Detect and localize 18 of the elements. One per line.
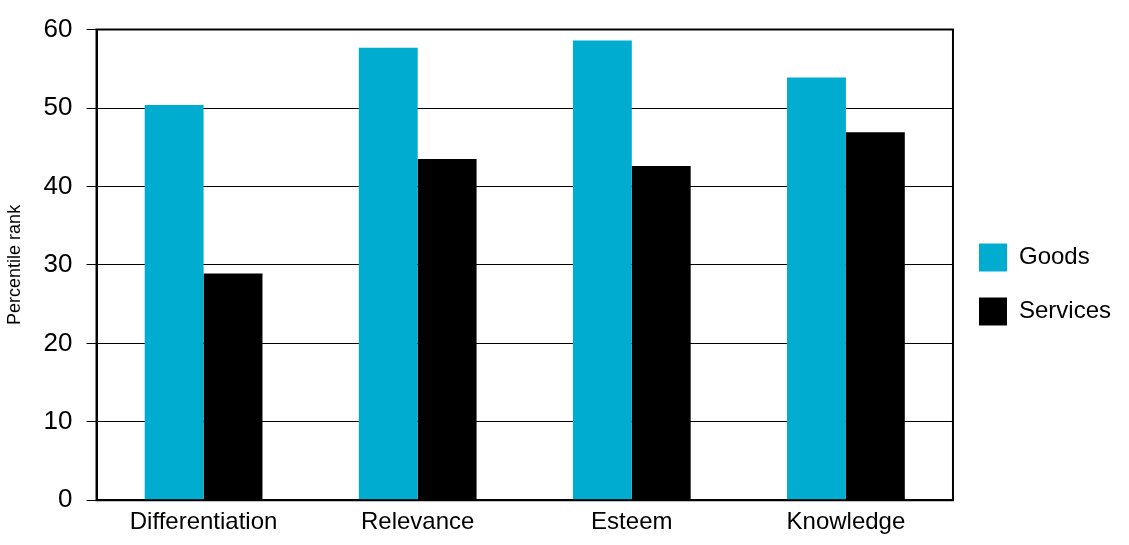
y-tick-label: 40 bbox=[43, 169, 73, 200]
y-tick-label: 60 bbox=[43, 12, 73, 43]
bar bbox=[572, 40, 632, 500]
y-tick-label: 30 bbox=[43, 248, 73, 279]
x-tick-label: Differentiation bbox=[129, 507, 278, 535]
x-tick-label: Relevance bbox=[360, 507, 475, 535]
bar bbox=[144, 104, 204, 500]
y-tick-label: 20 bbox=[43, 326, 73, 357]
y-tick-label: 50 bbox=[43, 91, 73, 122]
y-tick-label: 0 bbox=[58, 483, 73, 514]
y-axis-title: Percentile rank bbox=[3, 203, 24, 325]
x-tick-label: Knowledge bbox=[786, 507, 906, 535]
bar bbox=[787, 77, 846, 500]
legend-label: Services bbox=[1018, 296, 1111, 324]
bar bbox=[358, 47, 418, 500]
y-tick-label: 10 bbox=[43, 404, 73, 435]
legend-label: Goods bbox=[1018, 242, 1090, 270]
x-tick-label: Esteem bbox=[591, 507, 673, 535]
